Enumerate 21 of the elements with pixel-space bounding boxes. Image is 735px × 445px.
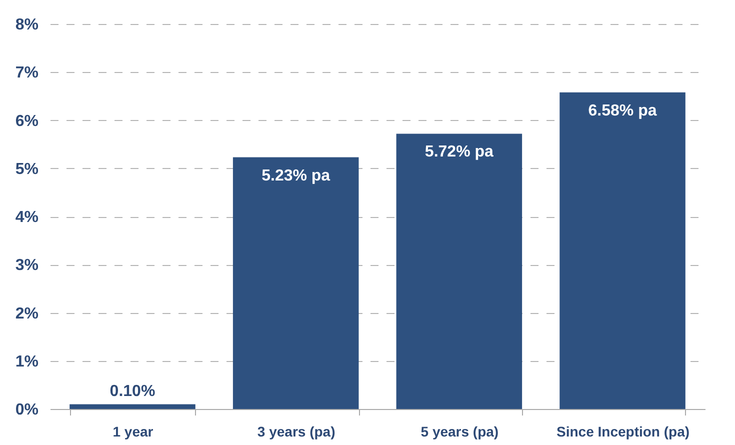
y-tick-label: 3% — [15, 257, 38, 274]
y-tick-label: 0% — [15, 402, 38, 418]
y-tick-label: 8% — [15, 16, 38, 34]
x-tick-label: Since Inception (pa) — [556, 424, 690, 440]
y-tick-label: 6% — [15, 112, 38, 130]
x-tick-label: 5 years (pa) — [420, 424, 499, 440]
y-tick-label: 5% — [15, 160, 38, 178]
bar — [560, 92, 686, 409]
y-tick-label: 2% — [15, 305, 38, 322]
x-tick-label: 3 years (pa) — [257, 424, 336, 440]
bar — [232, 157, 359, 409]
bar — [396, 134, 522, 409]
x-tick-label: 1 year — [112, 424, 154, 440]
bar — [70, 404, 196, 409]
data-label: 0.10% — [110, 383, 156, 400]
data-label: 5.72% pa — [424, 144, 494, 161]
y-tick-label: 7% — [15, 64, 38, 82]
data-label: 5.23% pa — [262, 167, 330, 184]
y-tick-label: 4% — [15, 209, 38, 226]
y-tick-label: 1% — [15, 353, 38, 370]
data-label: 6.58% pa — [588, 102, 657, 120]
